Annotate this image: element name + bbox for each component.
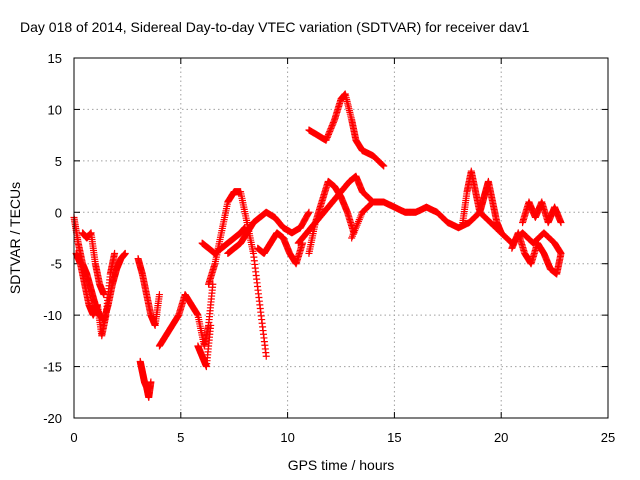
data-point <box>207 321 215 329</box>
series-arc-e <box>134 255 163 329</box>
series-arc-q <box>508 229 565 278</box>
y-tick-label: -15 <box>43 360 62 375</box>
series-arc-n <box>305 177 358 257</box>
y-tick-label: -20 <box>43 411 62 426</box>
data-point <box>155 291 163 299</box>
axis-ticks: 0 5 10 15 20 25 -20 -15 -10 -5 0 5 10 15 <box>43 51 615 445</box>
data-point <box>324 132 332 140</box>
data-point <box>324 130 332 138</box>
plot-frame <box>73 57 609 419</box>
x-tick-label: 10 <box>280 430 294 445</box>
data-point <box>121 249 129 257</box>
data-points <box>70 90 565 401</box>
data-point <box>322 136 330 144</box>
data-point <box>328 123 336 131</box>
x-tick-label: 0 <box>70 430 77 445</box>
data-point <box>325 129 333 137</box>
data-point <box>330 117 338 125</box>
data-point <box>379 161 387 169</box>
data-point <box>557 249 565 257</box>
data-point <box>147 378 155 386</box>
data-point <box>111 249 119 257</box>
series-arc-p <box>459 167 505 237</box>
data-point <box>378 161 386 169</box>
series-arc-l <box>305 90 388 170</box>
x-tick-label: 20 <box>494 430 508 445</box>
series-arc-b <box>72 249 119 340</box>
data-point <box>323 135 331 143</box>
data-point <box>380 162 388 170</box>
series-arc-r <box>519 198 565 227</box>
series-arc-k <box>254 229 307 268</box>
data-point <box>329 120 337 128</box>
y-tick-label: -5 <box>50 257 62 272</box>
data-point <box>326 126 334 134</box>
y-tick-label: 5 <box>55 154 62 169</box>
y-axis-label: SDTVAR / TECUs <box>7 182 23 294</box>
x-tick-label: 5 <box>177 430 184 445</box>
data-point <box>328 122 336 130</box>
data-point <box>327 125 335 133</box>
series-arc-c <box>79 229 108 299</box>
y-tick-label: 0 <box>55 205 62 220</box>
data-point <box>323 133 331 141</box>
x-axis-label: GPS time / hours <box>288 457 395 473</box>
series-arc-g <box>194 321 215 371</box>
data-point <box>100 291 108 299</box>
y-tick-label: -10 <box>43 308 62 323</box>
data-point <box>329 119 337 127</box>
data-point <box>326 127 334 135</box>
data-point <box>305 208 313 216</box>
x-tick-label: 15 <box>387 430 401 445</box>
data-point <box>497 229 505 237</box>
series-arc-j <box>224 208 313 257</box>
series-arc-f <box>155 280 217 350</box>
data-point <box>557 219 565 227</box>
chart-title: Day 018 of 2014, Sidereal Day-to-day VTE… <box>20 19 530 35</box>
y-tick-label: 15 <box>48 51 62 66</box>
y-tick-label: 10 <box>48 102 62 117</box>
data-point <box>262 352 270 360</box>
data-point <box>304 209 312 217</box>
x-tick-label: 25 <box>601 430 615 445</box>
series-arc-d <box>136 357 155 401</box>
